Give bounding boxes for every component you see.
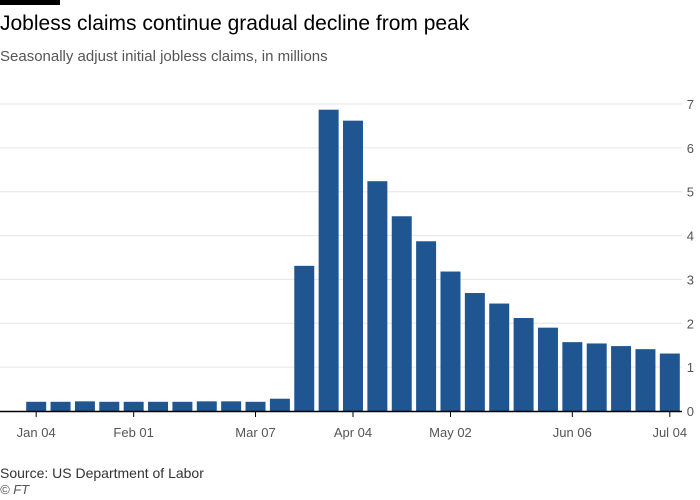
bar	[221, 401, 242, 411]
bar	[148, 401, 169, 411]
source-note: Source: US Department of Labor	[0, 465, 204, 481]
bar	[367, 181, 388, 411]
y-tick-labels: 0 1 2 3 4 5 6 7	[687, 97, 694, 419]
x-tick-labels: Jan 04 Feb 01 Mar 07 Apr 04 May 02 Jun 06 Jul …	[17, 425, 688, 440]
y-tick-label: 5	[687, 185, 694, 200]
bar	[99, 401, 120, 411]
bar	[26, 401, 47, 411]
y-tick-label: 0	[687, 404, 694, 419]
x-tick-label: Jul 04	[652, 425, 687, 440]
bar	[464, 293, 485, 411]
bar	[635, 349, 656, 411]
x-tick-label: Jan 04	[17, 425, 56, 440]
bar	[343, 120, 363, 411]
bar	[123, 401, 144, 411]
bar	[489, 303, 510, 411]
x-tick-label: Jun 06	[553, 425, 592, 440]
y-tick-label: 1	[687, 360, 694, 375]
x-tick-label: Feb 01	[113, 425, 153, 440]
x-tick-label: May 02	[429, 425, 472, 440]
bar	[172, 401, 193, 411]
gridlines	[0, 103, 682, 368]
bar	[196, 401, 217, 411]
y-tick-label: 3	[687, 272, 694, 287]
bar	[318, 109, 339, 412]
bar	[562, 342, 583, 411]
bar	[50, 401, 71, 411]
bar	[586, 343, 607, 411]
x-tick-label: Apr 04	[334, 425, 372, 440]
y-tick-label: 2	[687, 316, 694, 331]
chart-subtitle: Seasonally adjust initial jobless claims…	[0, 48, 328, 65]
bar	[513, 318, 534, 411]
bar	[611, 346, 632, 411]
bar	[440, 271, 461, 411]
bar	[391, 216, 412, 411]
top-rule	[0, 0, 60, 5]
bar	[245, 401, 266, 411]
y-tick-label: 6	[687, 141, 694, 156]
bar	[537, 327, 558, 411]
bars	[26, 109, 680, 412]
y-tick-label: 4	[687, 229, 694, 244]
credit-note: © FT	[0, 482, 30, 497]
chart-title: Jobless claims continue gradual decline …	[0, 12, 470, 35]
y-tick-label: 7	[687, 97, 694, 112]
x-axis	[0, 410, 682, 417]
bar	[659, 353, 680, 411]
bar	[416, 241, 437, 411]
bar	[269, 398, 290, 411]
bar	[74, 401, 95, 411]
bar	[294, 265, 315, 411]
x-tick-label: Mar 07	[235, 425, 275, 440]
